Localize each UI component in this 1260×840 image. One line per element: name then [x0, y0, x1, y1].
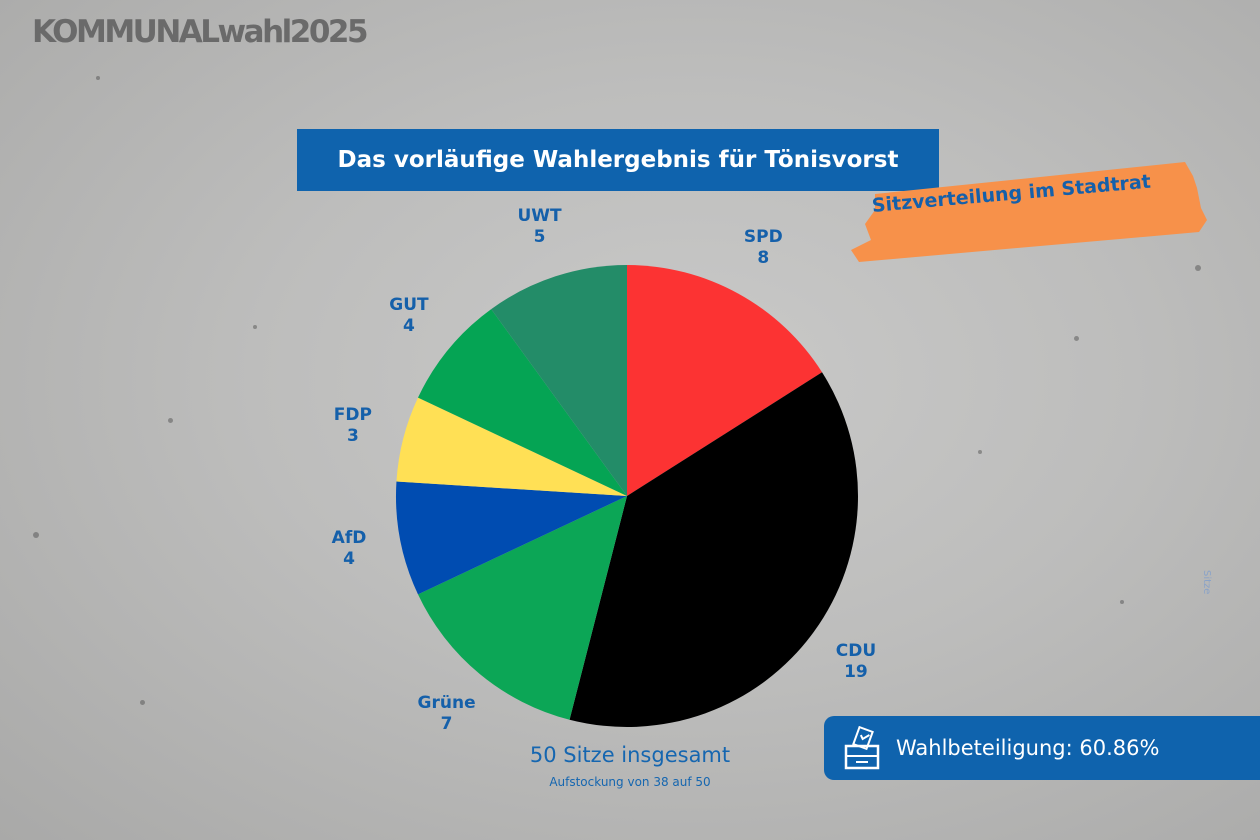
texture-speck [253, 325, 257, 329]
pie-slice-fdp [396, 397, 627, 496]
pie-label-name: FDP [333, 404, 372, 425]
pie-slice-uwt [491, 265, 627, 496]
pie-label-value: 19 [844, 662, 868, 683]
texture-speck [33, 532, 39, 538]
pie-label-name: SPD [743, 227, 783, 247]
pie-label-spd: SPD 8 [718, 227, 808, 269]
pie-slice-afd [396, 481, 627, 595]
turnout-box: Wahlbeteiligung: 60.86% [824, 716, 1260, 780]
texture-speck [168, 418, 173, 423]
badge-brush-stroke [851, 162, 1207, 262]
page-title: Das vorläufige Wahlergebnis für Tönisvor… [297, 129, 939, 191]
texture-speck [1195, 265, 1201, 271]
pie-label-value: 4 [403, 315, 415, 336]
texture-speck [978, 450, 982, 454]
texture-speck [140, 700, 145, 705]
texture-speck [1120, 600, 1124, 604]
total-seats: 50 Sitze insgesamt [529, 743, 731, 767]
pie-label-value: 5 [533, 226, 546, 247]
pie-label-value: 3 [346, 425, 359, 446]
pie-label-name: GUT [389, 294, 429, 315]
texture-speck [96, 76, 100, 80]
pie-label-cdu: CDU 19 [811, 641, 901, 683]
pie-label-afd: AfD 4 [304, 528, 394, 570]
pie-label-grüne: Grüne 7 [402, 693, 492, 735]
pie-label-value: 4 [343, 549, 355, 570]
ballot-box-icon [844, 726, 880, 770]
side-label: Sitze [1201, 570, 1212, 595]
pie-label-name: CDU [835, 641, 877, 662]
pie-slice-spd [627, 265, 823, 496]
pie-label-name: UWT [517, 205, 562, 226]
pie-label-uwt: UWT 5 [495, 206, 585, 248]
pie-label-name: AfD [331, 528, 367, 549]
election-logo: KOMMUNALwahl2025 [32, 14, 369, 50]
pie-label-fdp: FDP 3 [308, 405, 398, 447]
texture-speck [1074, 336, 1079, 341]
pie-slice-grüne [417, 496, 627, 720]
pie-label-gut: GUT 4 [364, 295, 454, 337]
pie-label-value: 8 [757, 248, 770, 268]
turnout-text: Wahlbeteiligung: 60.86% [896, 736, 1160, 760]
pie-label-value: 7 [440, 714, 453, 735]
pie-slice-gut [417, 309, 627, 496]
pie-label-name: Grüne [417, 693, 476, 714]
seat-increase-note: Aufstockung von 38 auf 50 [549, 775, 711, 789]
pie-slice-cdu [569, 372, 858, 728]
